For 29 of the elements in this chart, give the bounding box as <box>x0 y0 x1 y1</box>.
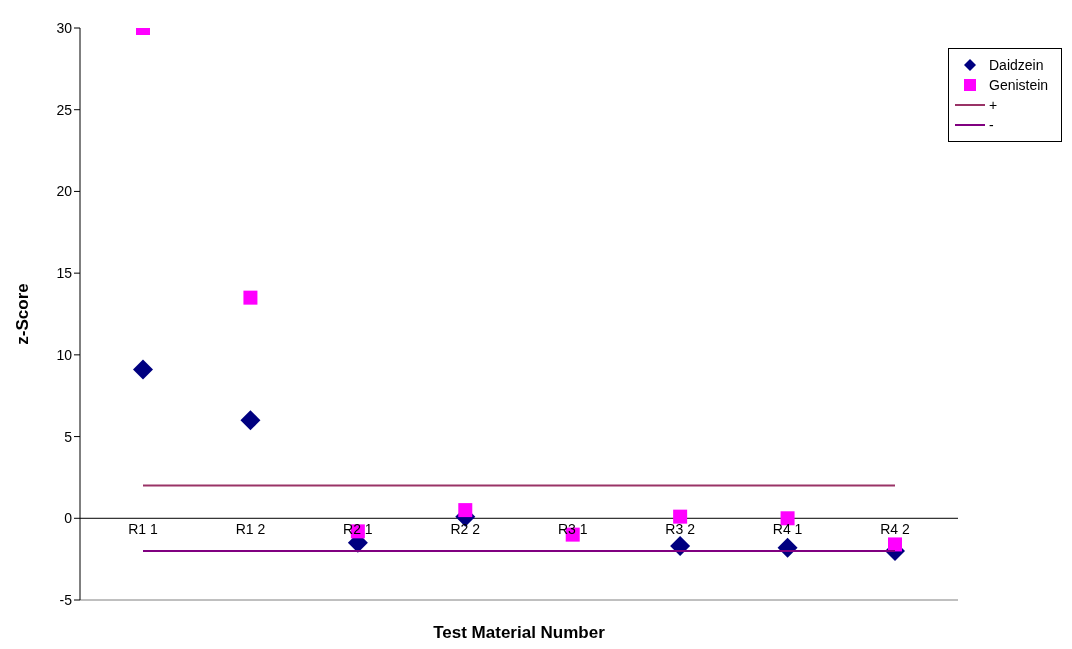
point <box>133 359 153 380</box>
x-tick-label: R1 1 <box>128 521 158 538</box>
x-tick-label: R4 1 <box>772 521 803 538</box>
point <box>458 503 473 518</box>
point <box>673 509 688 524</box>
y-tick-label: 25 <box>56 101 73 118</box>
y-tick-label: 0 <box>64 510 73 527</box>
legend-label: Daidzein <box>989 57 1044 73</box>
y-tick-label: 5 <box>64 428 73 445</box>
point <box>243 290 258 305</box>
y-tick-label: 20 <box>56 183 73 200</box>
point <box>780 511 795 526</box>
y-tick-label: -5 <box>59 591 73 608</box>
legend-label: + <box>989 97 998 113</box>
y-tick-label: 15 <box>56 265 73 282</box>
x-tick-label: R2 2 <box>450 521 481 538</box>
y-tick-label: 30 <box>56 19 73 36</box>
point <box>670 536 691 557</box>
y-tick-label: 10 <box>56 346 73 363</box>
y-axis-title: z-Score <box>13 283 33 345</box>
x-axis-title: Test Material Number <box>433 623 606 642</box>
legend-label: Genistein <box>989 77 1049 93</box>
legend-label: - <box>989 117 994 133</box>
x-tick-label: R3 2 <box>665 521 696 538</box>
x-tick-label: R1 2 <box>235 521 266 538</box>
x-tick-label: R3 1 <box>557 521 588 538</box>
point <box>888 537 902 552</box>
x-tick-label: R4 2 <box>880 521 910 538</box>
point <box>240 410 261 431</box>
